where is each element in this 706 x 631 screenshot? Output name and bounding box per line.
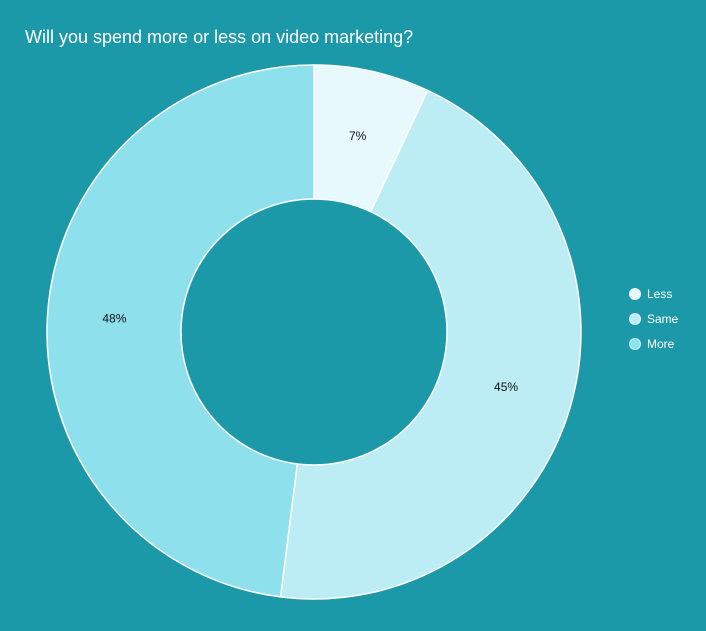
legend-item-less[interactable]: Less	[629, 281, 678, 306]
legend-swatch-less	[629, 287, 641, 300]
slice-label-more: 48%	[102, 312, 126, 326]
chart-title: Will you spend more or less on video mar…	[25, 27, 414, 47]
donut-slice-same[interactable]	[279, 89, 582, 600]
legend-swatch-same	[629, 312, 641, 325]
legend-label-same: Same	[647, 311, 679, 326]
legend-item-more[interactable]: More	[629, 331, 678, 356]
slice-label-less: 7%	[349, 129, 367, 143]
slice-label-same: 45%	[494, 380, 518, 394]
donut-slice-more[interactable]	[46, 64, 315, 598]
legend-label-less: Less	[647, 286, 673, 301]
chart-legend: Less Same More	[629, 281, 678, 356]
legend-swatch-more	[629, 337, 641, 350]
legend-label-more: More	[647, 336, 675, 351]
legend-item-same[interactable]: Same	[629, 306, 678, 331]
